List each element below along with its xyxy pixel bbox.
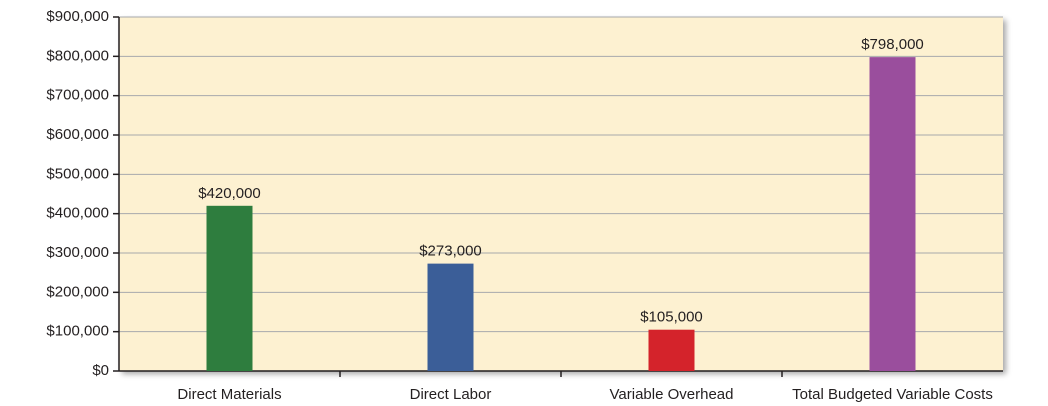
bar: [427, 263, 474, 371]
bar: [869, 57, 916, 372]
x-tick-label: Total Budgeted Variable Costs: [792, 386, 993, 403]
value-label: $420,000: [198, 185, 261, 202]
y-tick-label: $0: [92, 362, 109, 379]
y-tick-label: $500,000: [46, 165, 109, 182]
value-label: $798,000: [861, 36, 924, 53]
y-tick-label: $600,000: [46, 126, 109, 143]
y-tick-label: $100,000: [46, 323, 109, 340]
x-tick-label: Variable Overhead: [610, 386, 734, 403]
value-label: $105,000: [640, 309, 703, 326]
x-tick-label: Direct Labor: [410, 386, 492, 403]
bar: [206, 205, 253, 371]
bar: [648, 329, 695, 371]
y-tick-label: $400,000: [46, 205, 109, 222]
y-tick-label: $200,000: [46, 283, 109, 300]
value-label: $273,000: [419, 243, 482, 260]
x-tick-label: Direct Materials: [177, 386, 281, 403]
bars: [206, 57, 916, 372]
y-tick-label: $800,000: [46, 47, 109, 64]
plot-area: [119, 17, 1003, 371]
y-tick-label: $700,000: [46, 87, 109, 104]
grid: [113, 16, 1003, 377]
y-tick-label: $300,000: [46, 244, 109, 261]
labels: $0 $100,000 $200,000 $300,000 $400,000 $500,0…: [46, 8, 992, 403]
y-tick-label: $900,000: [46, 8, 109, 25]
